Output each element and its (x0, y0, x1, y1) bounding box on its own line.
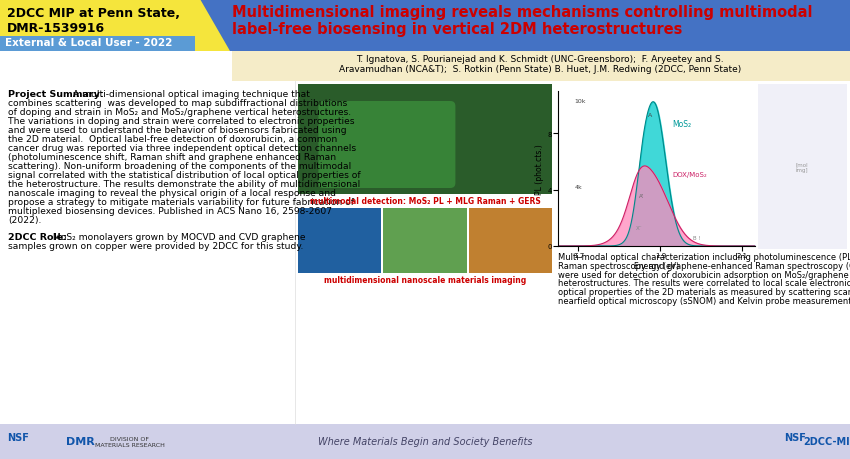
Text: DMR: DMR (65, 437, 94, 447)
Text: multidimensional nanoscale materials imaging: multidimensional nanoscale materials ima… (324, 275, 526, 285)
Text: NSF: NSF (7, 432, 29, 442)
Text: Where Materials Begin and Society Benefits: Where Materials Begin and Society Benefi… (318, 437, 532, 447)
Text: the heterostructure. The results demonstrate the ability of multidimensional: the heterostructure. The results demonst… (8, 179, 360, 189)
FancyBboxPatch shape (232, 52, 850, 82)
Text: DIVISION OF
MATERIALS RESEARCH: DIVISION OF MATERIALS RESEARCH (95, 436, 165, 447)
Text: of doping and strain in MoS₂ and MoS₂/graphene vertical heterostructures.: of doping and strain in MoS₂ and MoS₂/gr… (8, 108, 351, 117)
FancyBboxPatch shape (383, 208, 467, 274)
FancyBboxPatch shape (0, 37, 195, 52)
Text: multiplexed biosensing devices. Published in ACS Nano 16, 2598-2607: multiplexed biosensing devices. Publishe… (8, 207, 332, 216)
Text: Multi-modal optical characterization including photoluminescence (PL),: Multi-modal optical characterization inc… (558, 252, 850, 262)
Text: A': A' (639, 193, 644, 198)
Text: 2DCC-MIP: 2DCC-MIP (803, 437, 850, 447)
Text: optical properties of the 2D materials as measured by scattering scanning: optical properties of the 2D materials a… (558, 288, 850, 297)
Text: scattering). Non-uniform broadening of the components of the multimodal: scattering). Non-uniform broadening of t… (8, 162, 351, 171)
Y-axis label: PL (phot.cts.): PL (phot.cts.) (536, 144, 545, 195)
Text: 10k: 10k (575, 99, 586, 104)
Text: The variations in doping and strain were correlated to electronic properties: The variations in doping and strain were… (8, 117, 354, 126)
Text: propose a strategy to mitigate materials variability for future fabrication of: propose a strategy to mitigate materials… (8, 197, 354, 207)
Text: heterostructures. The results were correlated to local scale electronic and: heterostructures. The results were corre… (558, 279, 850, 288)
Text: DOX/MoS₂: DOX/MoS₂ (672, 171, 707, 177)
Text: multimodal detection: MoS₂ PL + MLG Raman + GERS: multimodal detection: MoS₂ PL + MLG Rama… (309, 196, 541, 206)
Polygon shape (0, 0, 230, 52)
Text: A: A (648, 113, 652, 118)
FancyBboxPatch shape (0, 0, 850, 52)
Text: (2022).: (2022). (8, 216, 42, 224)
Text: 4k: 4k (575, 185, 582, 190)
Text: combines scattering  was developed to map subdiffractional distributions: combines scattering was developed to map… (8, 99, 348, 108)
Text: cancer drug was reported via three independent optical detection channels: cancer drug was reported via three indep… (8, 144, 356, 153)
Text: Multidimensional imaging reveals mechanisms controlling multimodal: Multidimensional imaging reveals mechani… (232, 5, 813, 20)
Text: Aravamudhan (NCA&T);  S. Rotkin (Penn State) B. Huet, J.M. Redwing (2DCC, Penn S: Aravamudhan (NCA&T); S. Rotkin (Penn Sta… (339, 65, 741, 74)
Text: nanoscale imaging to reveal the physical origin of a local response and: nanoscale imaging to reveal the physical… (8, 189, 336, 197)
FancyBboxPatch shape (298, 85, 552, 195)
Text: the 2D material.  Optical label-free detection of doxorubicin, a common: the 2D material. Optical label-free dete… (8, 134, 337, 144)
Text: DMR-1539916: DMR-1539916 (7, 22, 105, 35)
Text: 2DCC Role:: 2DCC Role: (8, 233, 67, 241)
Text: Raman spectroscopy and graphene-enhanced Raman spectroscopy (GERS): Raman spectroscopy and graphene-enhanced… (558, 261, 850, 270)
Text: (photoluminescence shift, Raman shift and graphene enhanced Raman: (photoluminescence shift, Raman shift an… (8, 153, 336, 162)
Text: External & Local User - 2022: External & Local User - 2022 (5, 39, 173, 48)
Text: nearfield optical microscopy (sSNOM) and Kelvin probe measurements.: nearfield optical microscopy (sSNOM) and… (558, 297, 850, 305)
FancyBboxPatch shape (319, 102, 456, 189)
FancyBboxPatch shape (0, 424, 850, 459)
X-axis label: Energy (eV): Energy (eV) (634, 262, 679, 270)
Text: [mol
img]: [mol img] (796, 162, 808, 173)
Text: signal correlated with the statistical distribution of local optical properties : signal correlated with the statistical d… (8, 171, 360, 179)
Text: Project Summary:: Project Summary: (8, 90, 104, 99)
FancyBboxPatch shape (757, 85, 847, 249)
Text: X⁻: X⁻ (636, 226, 643, 230)
Text: samples grown on copper were provided by 2DCC for this study.: samples grown on copper were provided by… (8, 241, 303, 251)
Text: MoS₂ monolayers grown by MOCVD and CVD graphene: MoS₂ monolayers grown by MOCVD and CVD g… (50, 233, 305, 241)
Text: MoS₂: MoS₂ (672, 120, 692, 129)
Text: T. Ignatova, S. Pourianejad and K. Schmidt (UNC-Greensboro);  F. Aryeetey and S.: T. Ignatova, S. Pourianejad and K. Schmi… (356, 55, 724, 64)
Text: 2DCC MIP at Penn State,: 2DCC MIP at Penn State, (7, 7, 180, 20)
Text: and were used to understand the behavior of biosensors fabricated using: and were used to understand the behavior… (8, 126, 347, 134)
FancyBboxPatch shape (298, 208, 382, 274)
Text: NSF: NSF (784, 432, 806, 442)
Text: were used for detection of doxorubicin adsorption on MoS₂/graphene: were used for detection of doxorubicin a… (558, 270, 849, 279)
FancyBboxPatch shape (468, 208, 552, 274)
Text: A multi-dimensional optical imaging technique that: A multi-dimensional optical imaging tech… (70, 90, 310, 99)
Text: B !: B ! (693, 235, 700, 241)
Text: label-free biosensing in vertical 2DM heterostructures: label-free biosensing in vertical 2DM he… (232, 22, 683, 37)
